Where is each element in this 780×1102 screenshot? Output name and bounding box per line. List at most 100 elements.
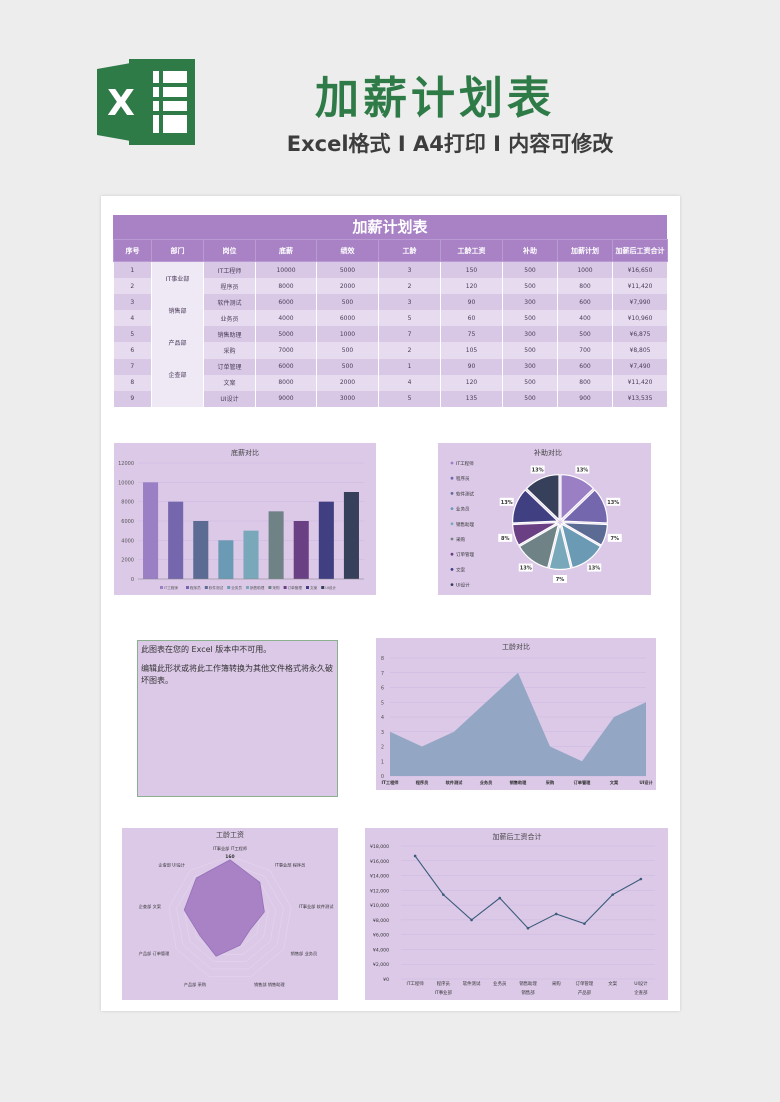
column-header: 底薪 bbox=[255, 239, 317, 262]
cell-years: 2 bbox=[378, 278, 441, 295]
cell-raise: 700 bbox=[557, 342, 613, 359]
cell-base: 9000 bbox=[255, 390, 317, 407]
x-tick-label: 订单管理 bbox=[574, 779, 592, 786]
cell-raise: 1000 bbox=[557, 261, 613, 279]
cell-no: 8 bbox=[113, 374, 152, 391]
x-tick-label: UI设计 bbox=[639, 779, 653, 786]
data-label-bg bbox=[498, 533, 513, 542]
table-row: 7 企查部 订单管理 6000 500 1 90 300 600 ¥7,490 bbox=[113, 358, 668, 391]
seniority-wage-chart: 工龄工资20406080100120140160IT事业部 IT工程师IT事业部… bbox=[122, 828, 338, 1000]
cell-raise: 500 bbox=[557, 326, 613, 343]
cell-no: 4 bbox=[113, 310, 152, 327]
data-point bbox=[498, 896, 502, 900]
data-label: 7% bbox=[610, 536, 619, 542]
x-tick-label: UI设计 bbox=[634, 980, 648, 987]
legend-label: 软件测试 bbox=[456, 490, 474, 497]
cell-perf: 2000 bbox=[316, 278, 379, 295]
data-point bbox=[470, 918, 473, 922]
cell-pos: 业务员 bbox=[203, 310, 256, 327]
excel-logo-icon: X bbox=[97, 59, 195, 145]
legend-label: UI设计 bbox=[325, 585, 336, 590]
cell-years: 5 bbox=[378, 310, 441, 327]
y-tick-label: ¥8,000 bbox=[373, 918, 389, 924]
legend-label: 程序员 bbox=[190, 585, 201, 590]
cell-no: 5 bbox=[113, 326, 152, 343]
legend-swatch bbox=[160, 586, 163, 589]
chart-title: 底薪对比 bbox=[231, 448, 259, 457]
cell-raise: 400 bbox=[557, 310, 613, 327]
cell-no: 6 bbox=[113, 342, 152, 359]
legend-swatch bbox=[450, 461, 454, 465]
cell-yw: 60 bbox=[440, 310, 503, 327]
x-tick-label: 程序员 bbox=[416, 779, 429, 786]
y-tick-label: 0 bbox=[381, 774, 384, 780]
legend-label: 业务员 bbox=[231, 585, 242, 590]
notice-line-2: 编辑此形状或将此工作簿转换为其他文件格式将永久破坏图表。 bbox=[141, 664, 333, 685]
x-tick-label: 采购 bbox=[546, 779, 554, 786]
cell-pos: 程序员 bbox=[203, 278, 256, 295]
cell-yw: 75 bbox=[440, 326, 503, 343]
legend-swatch bbox=[321, 586, 325, 589]
table-body: 1 IT事业部 IT工程师 10000 5000 3 150 500 1000 ¥16,650 2 程… bbox=[113, 261, 668, 407]
line-series bbox=[414, 855, 642, 929]
legend-swatch bbox=[450, 476, 454, 480]
cell-raise: 600 bbox=[557, 358, 613, 375]
cell-years: 7 bbox=[378, 326, 441, 343]
legend-swatch bbox=[450, 568, 454, 571]
cell-no: 2 bbox=[113, 278, 152, 295]
radar-ring bbox=[176, 863, 284, 970]
chart-title: 补助对比 bbox=[534, 448, 562, 457]
legend-swatch bbox=[450, 492, 454, 495]
x-tick-label: 业务员 bbox=[493, 980, 507, 987]
legend-label: 采购 bbox=[456, 536, 465, 543]
y-tick-label: 0 bbox=[131, 577, 134, 583]
axis-label: 企查部 UI设计 bbox=[158, 861, 185, 868]
table-row: 8 文案 8000 2000 4 120 500 800 ¥11,420 bbox=[113, 374, 668, 391]
axis-label: 销售部 业务员 bbox=[291, 950, 317, 957]
pie-slice bbox=[525, 474, 560, 522]
table-row: 5 产品部 销售助理 5000 1000 7 75 300 500 ¥6,875 bbox=[113, 326, 668, 359]
legend-label: 订单管理 bbox=[288, 585, 303, 590]
table-row: 2 程序员 8000 2000 2 120 500 800 ¥11,420 bbox=[113, 278, 668, 295]
cell-yw: 105 bbox=[440, 342, 503, 359]
chart-title: 工龄对比 bbox=[502, 642, 530, 651]
cell-years: 3 bbox=[378, 294, 441, 311]
bar bbox=[143, 482, 159, 579]
table-row: 6 采购 7000 500 2 105 500 700 ¥8,805 bbox=[113, 342, 668, 359]
legend-label: 订单管理 bbox=[456, 551, 474, 558]
data-point bbox=[526, 926, 530, 930]
bar bbox=[343, 492, 359, 579]
legend-swatch bbox=[283, 586, 287, 589]
table-row: 3 销售部 软件测试 6000 500 3 90 300 600 ¥7,990 bbox=[113, 294, 668, 327]
legend-swatch bbox=[450, 507, 454, 510]
page-subtitle: Excel格式 I A4打印 I 内容可修改 bbox=[286, 132, 614, 156]
y-tick-label: ¥6,000 bbox=[373, 933, 389, 939]
x-tick-label: 销售助理 bbox=[519, 980, 537, 987]
column-header: 补助 bbox=[502, 239, 558, 262]
column-header: 加薪计划 bbox=[557, 239, 613, 262]
seniority-chart: 工龄对比 0 1 2 3 4 5 6 7 8 IT工程师 程序员 软件测试 业务员 销售助理 采购 订单管理 文案… bbox=[376, 638, 656, 790]
cell-base: 6000 bbox=[255, 294, 317, 311]
cell-perf: 1000 bbox=[316, 326, 379, 343]
y-tick-label: 7 bbox=[381, 671, 384, 677]
line-chart-svg: 加薪后工资合计 ¥0 ¥2,000 ¥4,000 ¥6,000 ¥8,000 ¥10,000… bbox=[370, 832, 655, 996]
cell-yw: 120 bbox=[440, 374, 503, 391]
table-row: 4 业务员 4000 6000 5 60 500 400 ¥10,960 bbox=[113, 310, 668, 327]
data-label-bg bbox=[530, 465, 545, 474]
data-label-bg bbox=[587, 563, 602, 572]
salary-table: 序号 部门 岗位 底薪 绩效 工龄 工龄工资 补助 加薪计划 加薪后工资合计 1 IT事业部 IT工程… bbox=[113, 239, 668, 407]
data-point bbox=[442, 893, 445, 896]
legend-label: 程序员 bbox=[456, 475, 470, 482]
cell-dept: 销售部 bbox=[151, 294, 204, 327]
y-tick-label: 12000 bbox=[118, 461, 134, 467]
y-tick-label: ¥14,000 bbox=[370, 874, 389, 880]
page-title: 加薪计划表 bbox=[315, 73, 555, 124]
cell-sub: 500 bbox=[502, 278, 558, 295]
y-tick-label: 6 bbox=[381, 686, 384, 692]
cell-pos: 采购 bbox=[203, 342, 256, 359]
axis-label: 产品部 订单管理 bbox=[139, 950, 170, 957]
subsidy-chart: 补助对比 IT工程师 程序员 软件测试 业务员 销售助理 采购 订单管理 文案 UI设计 13% 13… bbox=[438, 443, 651, 595]
legend-label: IT工程师 bbox=[164, 585, 178, 590]
column-header: 部门 bbox=[151, 239, 204, 262]
